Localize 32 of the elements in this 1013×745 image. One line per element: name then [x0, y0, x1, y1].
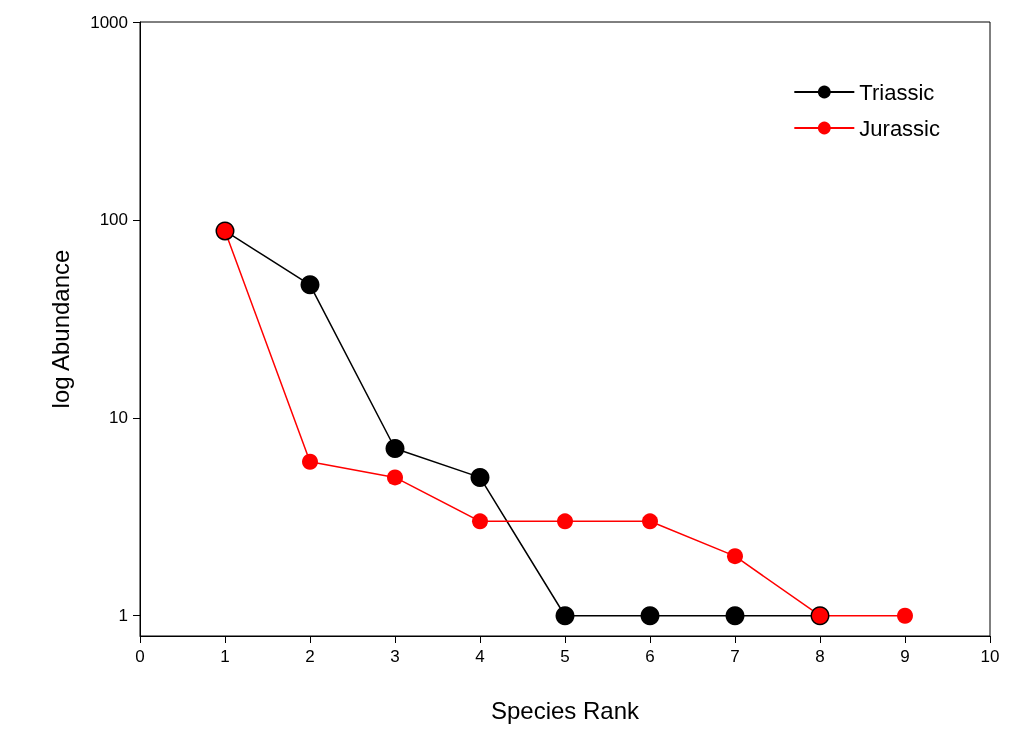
x-tick-label: 4 [475, 647, 485, 666]
point [555, 606, 575, 626]
point [642, 513, 658, 530]
point [725, 606, 745, 626]
legend-label: Triassic [859, 79, 935, 105]
point [387, 469, 403, 486]
x-tick-label: 2 [305, 647, 315, 666]
x-tick-label: 9 [900, 647, 910, 666]
x-tick-label: 6 [645, 647, 655, 666]
point [302, 453, 318, 470]
x-tick-label: 0 [135, 647, 145, 666]
point [300, 275, 320, 295]
point [557, 513, 573, 530]
y-tick-label: 10 [109, 408, 128, 428]
x-axis-title: Species Rank [490, 696, 641, 724]
point [897, 607, 913, 624]
point [385, 438, 405, 458]
y-tick-label: 1000 [90, 12, 128, 32]
x-tick-label: 10 [980, 647, 1000, 666]
x-tick-label: 7 [730, 647, 740, 666]
y-tick-label: 1 [118, 606, 128, 626]
x-tick-label: 5 [560, 647, 570, 666]
point [472, 513, 488, 530]
y-axis-title: log Abundance [46, 249, 74, 409]
point [640, 606, 660, 626]
x-tick-label: 3 [390, 647, 400, 666]
y-tick-label: 100 [99, 210, 128, 230]
point [470, 467, 490, 487]
x-tick-label: 1 [220, 647, 230, 666]
x-tick-label: 8 [815, 647, 825, 666]
legend-label: Jurassic [859, 115, 940, 141]
point [727, 548, 743, 565]
